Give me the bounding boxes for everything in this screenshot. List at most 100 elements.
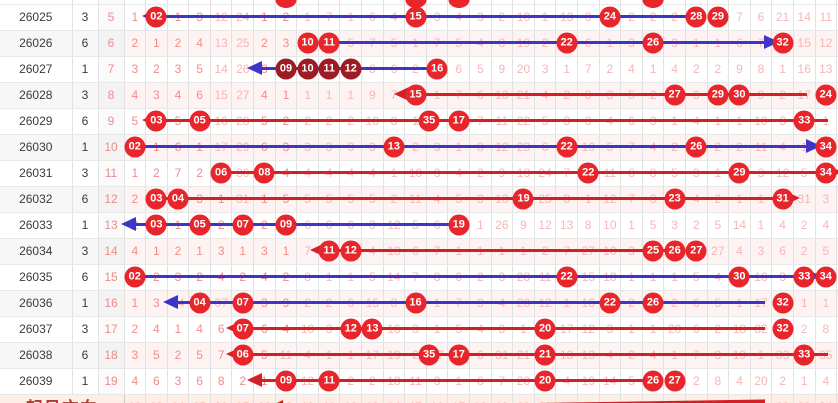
- footer-column-header[interactable]: 26: [642, 393, 665, 403]
- number-cell[interactable]: 1: [253, 4, 276, 31]
- number-cell[interactable]: 8: [815, 316, 838, 343]
- number-cell[interactable]: 5: [469, 56, 492, 83]
- table-row[interactable]: 26037 3 17 2 4 1 4 6 07 6 4 10 3 12 13 16 3 1 5 4 3 1 20 17 12 3 1…: [0, 316, 838, 343]
- number-cell[interactable]: 09: [275, 212, 298, 239]
- number-cell[interactable]: [426, 0, 449, 5]
- number-cell[interactable]: 2: [404, 56, 427, 83]
- number-cell[interactable]: 9: [728, 56, 751, 83]
- number-cell[interactable]: 3: [426, 133, 449, 161]
- number-cell[interactable]: 3: [685, 82, 708, 109]
- footer-column-header[interactable]: 21: [534, 393, 557, 403]
- number-cell[interactable]: 7: [577, 56, 600, 83]
- number-cell[interactable]: 1: [275, 238, 298, 265]
- number-ball[interactable]: 06: [232, 344, 254, 366]
- number-cell[interactable]: 6: [469, 82, 492, 109]
- number-cell[interactable]: 13: [555, 212, 578, 239]
- number-cell[interactable]: 24: [815, 82, 838, 109]
- number-cell[interactable]: 7: [167, 160, 190, 187]
- number-cell[interactable]: 1: [124, 160, 147, 187]
- number-cell[interactable]: 6: [469, 342, 492, 369]
- footer-column-header[interactable]: 04: [167, 393, 190, 403]
- number-cell[interactable]: 6: [188, 82, 211, 109]
- footer-column-header[interactable]: 13: [361, 393, 384, 403]
- number-cell[interactable]: 1: [339, 82, 363, 109]
- number-cell[interactable]: 1: [318, 342, 341, 369]
- number-cell[interactable]: 2: [663, 290, 686, 317]
- number-cell[interactable]: 1: [707, 160, 730, 187]
- number-ball[interactable]: 10: [297, 32, 319, 54]
- number-cell[interactable]: 13: [210, 30, 233, 57]
- number-ball[interactable]: 11: [318, 240, 340, 262]
- number-ball[interactable]: 26: [685, 136, 707, 158]
- number-cell[interactable]: 11: [318, 56, 341, 83]
- number-cell[interactable]: 2: [771, 368, 794, 395]
- number-cell[interactable]: 4: [469, 30, 492, 57]
- number-cell[interactable]: 4: [685, 108, 708, 135]
- number-cell[interactable]: 1: [555, 290, 578, 317]
- number-ball[interactable]: 21: [534, 344, 556, 366]
- number-cell[interactable]: 10: [491, 82, 514, 109]
- table-row[interactable]: 26028 3 8 4 3 4 6 15 27 4 1 1 1 1 9 7 15 1 7 6 10 21 4 2 8 3 5 2 27 3…: [0, 82, 838, 109]
- footer-column-header[interactable]: 29: [707, 393, 730, 403]
- number-cell[interactable]: 5: [383, 30, 406, 57]
- number-cell[interactable]: 13: [555, 4, 578, 31]
- number-cell[interactable]: 4: [296, 342, 319, 369]
- number-cell[interactable]: 02: [145, 4, 168, 31]
- number-cell[interactable]: 20: [512, 56, 535, 83]
- number-cell[interactable]: 2: [534, 238, 557, 265]
- number-cell[interactable]: 1: [145, 133, 168, 161]
- number-cell[interactable]: 3: [275, 133, 298, 161]
- footer-column-header[interactable]: 31: [750, 393, 773, 403]
- number-cell[interactable]: 1: [231, 238, 255, 265]
- number-cell[interactable]: 11: [275, 342, 298, 369]
- number-cell[interactable]: 3: [188, 186, 211, 213]
- number-cell[interactable]: 4: [361, 238, 384, 265]
- period-cell[interactable]: 26034: [0, 238, 73, 265]
- number-cell[interactable]: 3: [296, 133, 319, 161]
- number-cell[interactable]: 4: [188, 30, 211, 57]
- number-cell[interactable]: 5: [620, 82, 643, 109]
- number-cell[interactable]: 7: [447, 290, 470, 317]
- number-cell[interactable]: 17: [793, 82, 816, 109]
- number-cell[interactable]: 1: [663, 342, 686, 369]
- number-cell[interactable]: 1: [210, 186, 233, 213]
- number-ball[interactable]: 11: [318, 32, 340, 54]
- number-cell[interactable]: 34: [815, 263, 838, 291]
- number-cell[interactable]: 6: [728, 30, 751, 57]
- number-cell[interactable]: 5: [188, 342, 211, 369]
- number-cell[interactable]: 16: [577, 290, 600, 317]
- number-cell[interactable]: 3: [124, 342, 147, 369]
- number-cell[interactable]: 27: [231, 82, 255, 109]
- number-cell[interactable]: 34: [815, 160, 838, 187]
- number-ball[interactable]: 06: [210, 162, 232, 184]
- table-row[interactable]: 26027 1 7 3 2 3 5 14 26 3 09 10 11 12 8 6 2 16 6 5 9 20 3 1 7 2 4 1…: [0, 56, 838, 83]
- number-ball[interactable]: 13: [361, 318, 383, 340]
- number-cell[interactable]: 6: [253, 133, 276, 161]
- number-cell[interactable]: 3: [361, 133, 384, 161]
- footer-column-header[interactable]: 32: [771, 393, 794, 403]
- number-cell[interactable]: 3: [339, 133, 363, 161]
- number-cell[interactable]: 31: [771, 186, 794, 213]
- number-cell[interactable]: 9: [491, 160, 514, 187]
- number-cell[interactable]: 32: [771, 290, 794, 317]
- number-cell[interactable]: 7: [469, 108, 492, 135]
- number-cell[interactable]: 1: [534, 4, 557, 31]
- number-cell[interactable]: 7: [620, 133, 643, 161]
- number-cell[interactable]: 1: [793, 133, 816, 161]
- number-ball[interactable]: 26: [642, 292, 664, 314]
- number-cell[interactable]: 5: [815, 238, 838, 265]
- number-cell[interactable]: 3: [750, 238, 773, 265]
- number-ball[interactable]: 24: [815, 84, 837, 106]
- number-cell[interactable]: 9: [750, 82, 773, 109]
- number-cell[interactable]: [447, 0, 470, 8]
- number-ball[interactable]: 20: [534, 318, 556, 340]
- number-cell[interactable]: 5: [447, 316, 470, 343]
- number-cell[interactable]: 3: [685, 160, 708, 187]
- number-cell[interactable]: 1: [404, 30, 427, 57]
- number-cell[interactable]: 1: [728, 186, 751, 213]
- number-ball[interactable]: 29: [707, 6, 729, 28]
- period-cell[interactable]: 26027: [0, 56, 73, 83]
- number-cell[interactable]: 5: [188, 56, 211, 83]
- number-cell[interactable]: 1: [491, 238, 514, 265]
- number-cell[interactable]: 29: [707, 4, 730, 31]
